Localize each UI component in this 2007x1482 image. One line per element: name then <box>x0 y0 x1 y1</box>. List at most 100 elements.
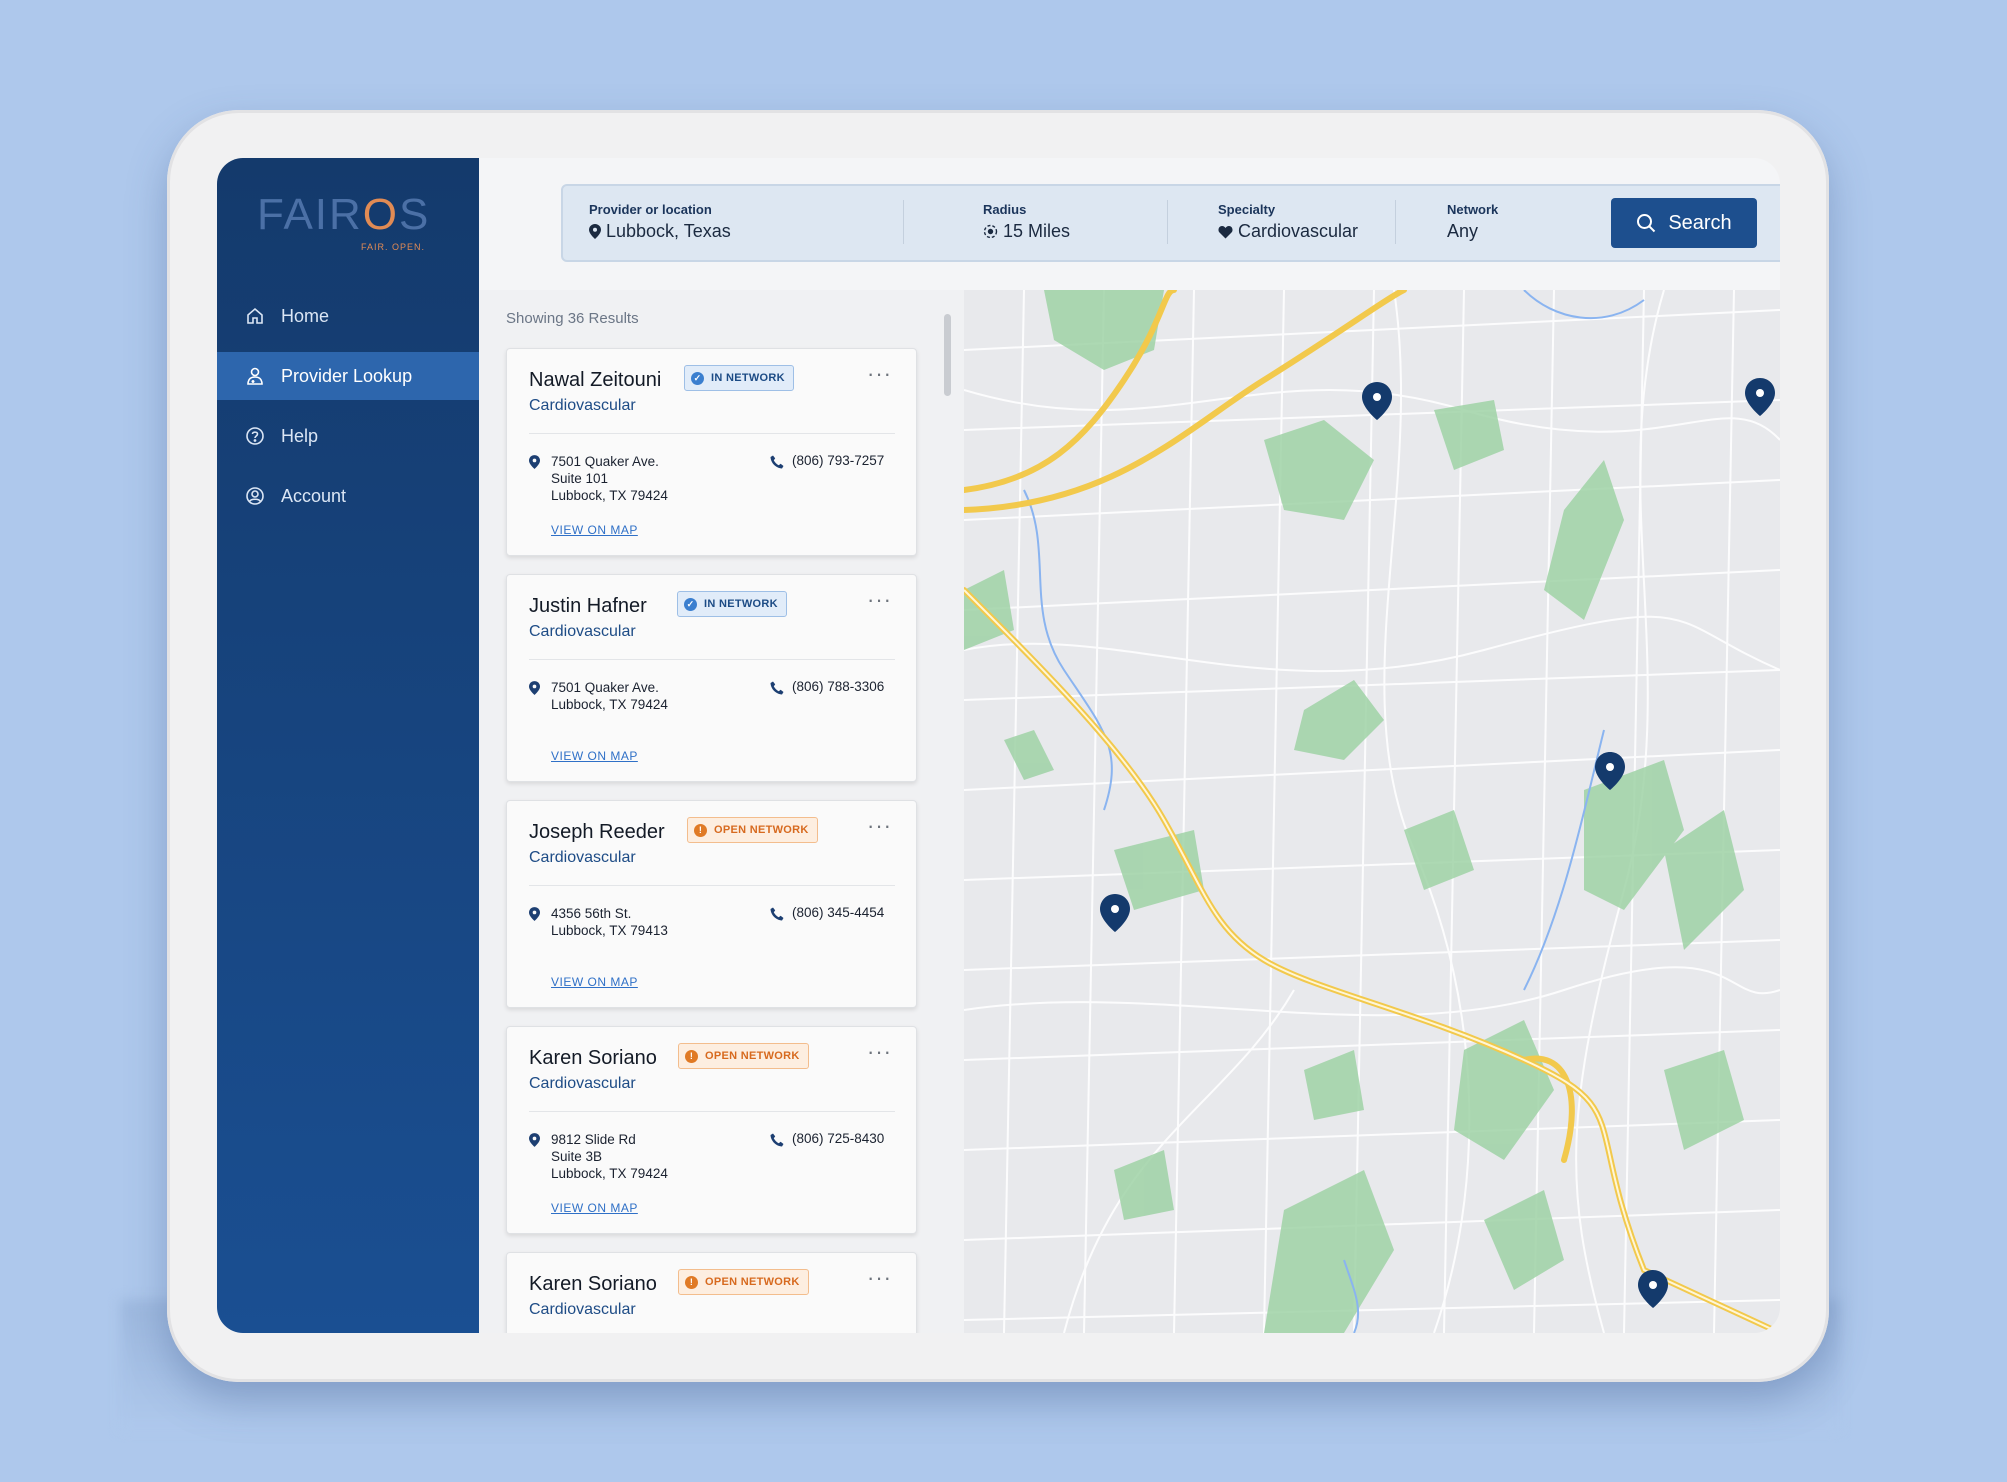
view-on-map-link[interactable]: VIEW ON MAP <box>551 749 638 763</box>
sidebar: FAIROS FAIR. OPEN. Home Provider Lookup … <box>217 158 479 1333</box>
provider-address: 4356 56th St. Lubbock, TX 79413 <box>551 906 668 938</box>
more-options-button[interactable]: ··· <box>867 813 892 838</box>
phone-icon <box>770 1133 784 1147</box>
map-pin[interactable] <box>1100 894 1130 932</box>
field-divider <box>903 200 904 244</box>
radius-value: 15 Miles <box>1003 221 1071 241</box>
sidebar-item-label: Home <box>281 305 330 326</box>
location-pin-icon <box>529 1133 540 1147</box>
search-button-label: Search <box>1668 211 1732 234</box>
network-field[interactable]: Network Any <box>1447 202 1498 242</box>
location-pin-icon <box>529 907 540 921</box>
results-count: Showing 36 Results <box>506 310 639 327</box>
location-pin-icon <box>529 681 540 695</box>
provider-specialty: Cardiovascular <box>529 623 636 640</box>
view-on-map-link[interactable]: VIEW ON MAP <box>551 1201 638 1215</box>
provider-location-field[interactable]: Provider or location Lubbock, Texas <box>589 202 731 242</box>
check-icon: ✓ <box>684 597 697 611</box>
results-panel[interactable]: Showing 36 Results Nawal Zeitouni ✓ IN NE… <box>479 290 964 1333</box>
provider-phone[interactable]: (806) 345-4454 <box>792 905 885 920</box>
specialty-label: Specialty <box>1218 202 1276 217</box>
provider-name[interactable]: Karen Soriano <box>529 1273 657 1295</box>
card-divider <box>529 433 895 434</box>
more-options-button[interactable]: ··· <box>867 1039 892 1064</box>
provider-specialty: Cardiovascular <box>529 849 636 866</box>
provider-phone[interactable]: (806) 725-8430 <box>792 1131 885 1146</box>
specialty-field[interactable]: Specialty Cardiovascular <box>1218 202 1358 242</box>
network-value: Any <box>1447 221 1479 241</box>
search-button[interactable]: Search <box>1611 198 1757 248</box>
sidebar-item-help[interactable]: Help <box>217 412 479 460</box>
phone-icon <box>770 455 784 469</box>
results-map[interactable] <box>964 290 1780 1333</box>
specialty-value: Cardiovascular <box>1238 221 1359 241</box>
provider-specialty: Cardiovascular <box>529 1301 636 1318</box>
network-badge: ✓ IN NETWORK <box>677 591 787 617</box>
provider-address: 9812 Slide Rd Suite 3B Lubbock, TX 79424 <box>551 1132 668 1181</box>
provider-location-value: Lubbock, Texas <box>606 221 731 241</box>
network-badge: ! OPEN NETWORK <box>678 1269 809 1295</box>
network-badge: ! OPEN NETWORK <box>687 817 818 843</box>
heart-icon <box>1218 225 1233 238</box>
map-canvas[interactable] <box>964 290 1780 1333</box>
sidebar-item-account[interactable]: Account <box>217 472 479 520</box>
radius-field[interactable]: Radius 15 Miles <box>983 202 1070 242</box>
map-parks <box>964 290 1744 1333</box>
provider-specialty: Cardiovascular <box>529 397 636 414</box>
map-pin[interactable] <box>1362 382 1392 420</box>
field-divider <box>1395 200 1396 244</box>
app-logo[interactable]: FAIROS <box>257 190 431 239</box>
more-options-button[interactable]: ··· <box>867 587 892 612</box>
network-label: Network <box>1447 202 1499 217</box>
phone-icon <box>770 907 784 921</box>
check-icon: ✓ <box>691 371 704 385</box>
sidebar-item-label: Provider Lookup <box>281 365 413 386</box>
map-highway-centerline <box>964 589 1780 1333</box>
alert-icon: ! <box>685 1049 698 1063</box>
network-badge: ! OPEN NETWORK <box>678 1043 809 1069</box>
sidebar-item-label: Help <box>281 425 319 446</box>
location-pin-icon <box>529 455 540 469</box>
provider-card[interactable]: Karen Soriano ! OPEN NETWORK ··· Cardiova… <box>506 1026 917 1234</box>
home-icon <box>247 307 263 324</box>
provider-phone[interactable]: (806) 793-7257 <box>792 453 885 468</box>
card-divider <box>529 1111 895 1112</box>
map-pin[interactable] <box>1638 1270 1668 1308</box>
provider-card[interactable]: Justin Hafner ✓ IN NETWORK ··· Cardiovasc… <box>506 574 917 782</box>
app-screen: FAIROS FAIR. OPEN. Home Provider Lookup … <box>217 158 1780 1333</box>
provider-name[interactable]: Justin Hafner <box>529 595 647 617</box>
pin-icon <box>589 224 601 239</box>
map-pin[interactable] <box>1595 752 1625 790</box>
provider-card[interactable]: Karen Soriano ! OPEN NETWORK ··· Cardiova… <box>506 1252 917 1333</box>
map-waterways <box>1023 290 1645 1333</box>
app-tagline: FAIR. OPEN. <box>361 242 426 252</box>
provider-name[interactable]: Nawal Zeitouni <box>529 369 662 391</box>
alert-icon: ! <box>694 823 707 837</box>
help-icon <box>246 427 264 445</box>
provider-phone[interactable]: (806) 788-3306 <box>792 679 885 694</box>
sidebar-item-home[interactable]: Home <box>217 292 479 340</box>
results-scrollbar[interactable] <box>944 314 951 396</box>
field-divider <box>1167 200 1168 244</box>
provider-address: 7501 Quaker Ave. Lubbock, TX 79424 <box>551 680 668 712</box>
provider-name[interactable]: Karen Soriano <box>529 1047 657 1069</box>
radius-label: Radius <box>983 202 1027 217</box>
search-bar: Provider or location Lubbock, Texas Radi… <box>561 184 1780 262</box>
provider-card[interactable]: Nawal Zeitouni ✓ IN NETWORK ··· Cardiovas… <box>506 348 917 556</box>
provider-address: 7501 Quaker Ave. Suite 101 Lubbock, TX 7… <box>551 454 668 503</box>
network-badge: ✓ IN NETWORK <box>684 365 794 391</box>
provider-card[interactable]: Joseph Reeder ! OPEN NETWORK ··· Cardiova… <box>506 800 917 1008</box>
view-on-map-link[interactable]: VIEW ON MAP <box>551 523 638 537</box>
more-options-button[interactable]: ··· <box>867 361 892 386</box>
card-divider <box>529 659 895 660</box>
sidebar-item-provider-lookup[interactable]: Provider Lookup <box>217 352 479 400</box>
radius-icon <box>983 224 998 239</box>
view-on-map-link[interactable]: VIEW ON MAP <box>551 975 638 989</box>
map-pin[interactable] <box>1745 378 1775 416</box>
more-options-button[interactable]: ··· <box>867 1265 892 1290</box>
provider-icon <box>247 367 263 385</box>
account-icon <box>246 487 264 505</box>
provider-specialty: Cardiovascular <box>529 1075 636 1092</box>
search-icon <box>1637 214 1656 233</box>
provider-name[interactable]: Joseph Reeder <box>529 821 665 843</box>
